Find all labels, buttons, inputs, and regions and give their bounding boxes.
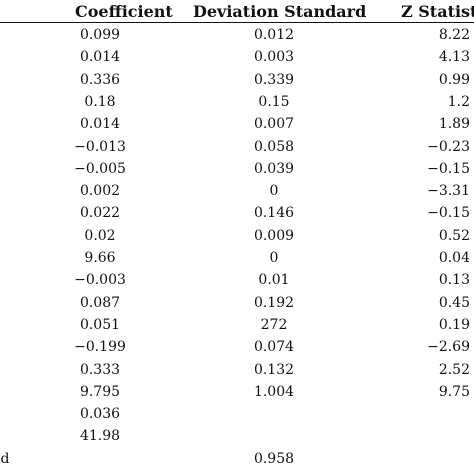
row-label: id <box>0 450 10 467</box>
cell-coefficient: 0.051 <box>79 316 121 333</box>
cell-z-statistic: −3.31 <box>427 183 470 200</box>
table-row: −0.013 0.058 −0.23 <box>0 136 474 158</box>
cell-coefficient: 0.087 <box>79 294 121 311</box>
cell-deviation-standard: 0.039 <box>253 160 295 177</box>
cell-z-statistic: 0.19 <box>438 316 470 333</box>
cell-coefficient: −0.013 <box>74 138 126 155</box>
table-row: 0.014 0.007 1.89 <box>0 113 474 135</box>
table-row: 0.333 0.132 2.52 <box>0 359 474 381</box>
cell-coefficient: 0.036 <box>79 406 121 423</box>
cell-deviation-standard: 0.146 <box>253 205 295 222</box>
cell-z-statistic: 4.13 <box>438 49 470 66</box>
cell-coefficient: −0.199 <box>74 339 126 356</box>
cell-deviation-standard: 0.339 <box>253 71 295 88</box>
cell-coefficient: 0.022 <box>79 205 121 222</box>
cell-deviation-standard: 0.058 <box>253 138 295 155</box>
table-row: 0.099 0.012 8.22 <box>0 24 474 46</box>
cell-deviation-standard: 0.009 <box>253 227 295 244</box>
cell-coefficient: 0.18 <box>84 93 116 110</box>
cell-coefficient: 41.98 <box>79 428 121 445</box>
cell-deviation-standard: 1.004 <box>253 383 295 400</box>
header-coefficient: Coefficient <box>75 2 173 21</box>
cell-z-statistic: −2.69 <box>427 339 470 356</box>
cell-coefficient: 0.333 <box>79 361 121 378</box>
cell-coefficient: 9.795 <box>79 383 121 400</box>
header-z-statistic: Z Statist <box>401 2 474 21</box>
table-row: 0.336 0.339 0.99 <box>0 69 474 91</box>
cell-coefficient: −0.003 <box>74 272 126 289</box>
cell-deviation-standard: 272 <box>260 316 288 333</box>
cell-coefficient: 0.002 <box>79 183 121 200</box>
cell-z-statistic: 0.04 <box>438 250 470 266</box>
cell-deviation-standard: 0.192 <box>253 294 295 311</box>
cell-z-statistic: 1.89 <box>438 116 470 133</box>
table-row: 0.02 0.009 0.52 <box>0 225 474 247</box>
table-row: 9.66 0 0.04 <box>0 247 474 269</box>
cell-z-statistic: 9.75 <box>438 383 470 400</box>
cell-coefficient: 0.099 <box>79 27 121 43</box>
cell-deviation-standard: 0 <box>269 250 279 266</box>
table-row: −0.003 0.01 0.13 <box>0 269 474 291</box>
header-deviation-standard: Deviation Standard <box>193 2 367 21</box>
table-row: 0.014 0.003 4.13 <box>0 46 474 68</box>
cell-z-statistic: 0.45 <box>438 294 470 311</box>
cell-z-statistic: −0.15 <box>427 205 470 222</box>
table-row: 0.002 0 −3.31 <box>0 180 474 202</box>
cell-coefficient: 0.02 <box>84 227 116 244</box>
table-row: 0.036 <box>0 403 474 425</box>
table-row: id 0.958 <box>0 448 474 470</box>
table-row: 0.087 0.192 0.45 <box>0 292 474 314</box>
cell-coefficient: 9.66 <box>84 250 116 266</box>
cell-deviation-standard: 0.132 <box>253 361 295 378</box>
cell-coefficient: 0.014 <box>79 49 121 66</box>
table-row: 0.022 0.146 −0.15 <box>0 202 474 224</box>
table-header: Coefficient Deviation Standard Z Statist <box>0 0 474 24</box>
cell-deviation-standard: 0.012 <box>253 27 295 43</box>
table-row: 9.795 1.004 9.75 <box>0 381 474 403</box>
cell-deviation-standard: 0.007 <box>253 116 295 133</box>
cell-deviation-standard: 0.003 <box>253 49 295 66</box>
cell-coefficient: 0.336 <box>79 71 121 88</box>
header-rule <box>0 22 474 23</box>
cell-coefficient: −0.005 <box>74 160 126 177</box>
cell-z-statistic: 8.22 <box>438 27 470 43</box>
cell-deviation-standard: 0.15 <box>258 93 290 110</box>
table-row: −0.199 0.074 −2.69 <box>0 336 474 358</box>
cell-z-statistic: 0.52 <box>438 227 470 244</box>
cell-z-statistic: 2.52 <box>438 361 470 378</box>
cell-coefficient: 0.014 <box>79 116 121 133</box>
table-row: 0.051 272 0.19 <box>0 314 474 336</box>
table-row: 41.98 <box>0 425 474 447</box>
cell-deviation-standard: 0.958 <box>253 450 295 467</box>
cell-z-statistic: −0.15 <box>427 160 470 177</box>
cell-z-statistic: −0.23 <box>427 138 470 155</box>
cell-deviation-standard: 0.074 <box>253 339 295 356</box>
cell-z-statistic: 0.99 <box>438 71 470 88</box>
cell-deviation-standard: 0.01 <box>258 272 290 289</box>
cell-z-statistic: 1.2 <box>447 93 470 110</box>
cell-z-statistic: 0.13 <box>438 272 470 289</box>
table-row: 0.18 0.15 1.2 <box>0 91 474 113</box>
cell-deviation-standard: 0 <box>269 183 279 200</box>
table-row: −0.005 0.039 −0.15 <box>0 158 474 180</box>
